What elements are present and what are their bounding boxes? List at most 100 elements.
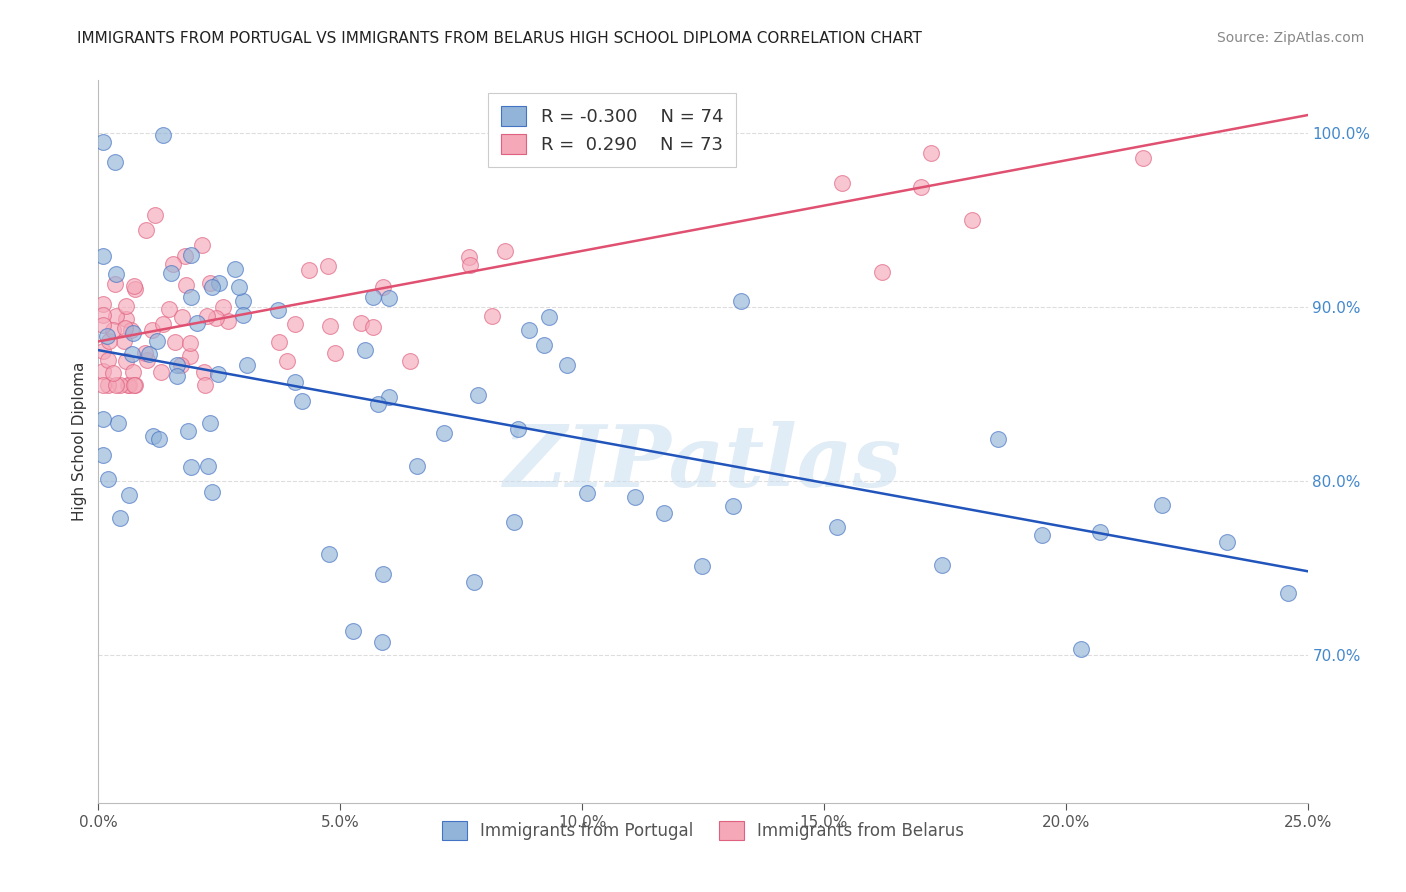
Point xyxy=(517,323,540,337)
Point xyxy=(201,280,224,294)
Point xyxy=(205,311,228,326)
Point xyxy=(91,308,114,322)
Point xyxy=(104,155,127,169)
Point xyxy=(721,500,744,514)
Point xyxy=(298,263,321,277)
Point xyxy=(537,310,560,324)
Point xyxy=(91,364,114,378)
Point xyxy=(467,388,489,402)
Y-axis label: High School Diploma: High School Diploma xyxy=(72,362,87,521)
Point xyxy=(105,267,128,281)
Point xyxy=(114,321,136,335)
Point xyxy=(118,378,141,392)
Point xyxy=(198,276,221,290)
Point xyxy=(931,558,953,573)
Point xyxy=(124,378,146,392)
Point xyxy=(217,314,239,328)
Point xyxy=(342,624,364,639)
Point xyxy=(508,422,530,436)
Point xyxy=(121,347,143,361)
Point xyxy=(91,412,114,426)
Point xyxy=(143,208,166,222)
Point xyxy=(276,354,298,368)
Point xyxy=(350,316,373,330)
Point xyxy=(124,282,146,296)
Point xyxy=(110,378,132,392)
Point xyxy=(319,319,342,334)
Point xyxy=(180,290,202,304)
Point xyxy=(236,358,259,372)
Point xyxy=(193,365,215,379)
Point xyxy=(831,177,853,191)
Point xyxy=(212,300,235,314)
Point xyxy=(146,334,169,348)
Point xyxy=(463,574,485,589)
Point xyxy=(371,566,394,581)
Point xyxy=(179,335,201,350)
Text: Source: ZipAtlas.com: Source: ZipAtlas.com xyxy=(1216,31,1364,45)
Point xyxy=(97,472,120,486)
Point xyxy=(1215,535,1237,549)
Point xyxy=(353,343,375,358)
Point xyxy=(197,459,219,474)
Point xyxy=(107,416,129,430)
Point xyxy=(232,308,254,322)
Point xyxy=(101,366,124,380)
Point xyxy=(208,276,231,290)
Point xyxy=(122,279,145,293)
Point xyxy=(481,309,503,323)
Point xyxy=(224,262,246,277)
Point xyxy=(97,353,120,368)
Point xyxy=(138,347,160,361)
Point xyxy=(104,277,127,291)
Point xyxy=(370,635,392,649)
Point xyxy=(458,258,481,272)
Point xyxy=(361,290,384,304)
Point xyxy=(157,301,180,316)
Point xyxy=(97,378,120,392)
Point xyxy=(1277,586,1299,600)
Point xyxy=(91,318,114,332)
Point xyxy=(575,486,598,500)
Point xyxy=(160,266,183,280)
Point xyxy=(105,378,128,392)
Point xyxy=(134,346,156,360)
Point xyxy=(135,223,157,237)
Point xyxy=(533,338,555,352)
Point xyxy=(494,244,516,259)
Point xyxy=(91,448,114,462)
Legend: Immigrants from Portugal, Immigrants from Belarus: Immigrants from Portugal, Immigrants fro… xyxy=(433,813,973,848)
Point xyxy=(624,490,647,504)
Point xyxy=(120,323,142,337)
Point xyxy=(114,312,136,326)
Point xyxy=(194,378,217,392)
Point xyxy=(122,365,145,379)
Point xyxy=(152,128,174,143)
Point xyxy=(150,365,173,379)
Point xyxy=(323,345,346,359)
Point xyxy=(1090,525,1112,540)
Point xyxy=(117,378,139,392)
Point xyxy=(361,319,384,334)
Point xyxy=(91,378,114,392)
Text: IMMIGRANTS FROM PORTUGAL VS IMMIGRANTS FROM BELARUS HIGH SCHOOL DIPLOMA CORRELAT: IMMIGRANTS FROM PORTUGAL VS IMMIGRANTS F… xyxy=(77,31,922,46)
Point xyxy=(555,358,578,372)
Point xyxy=(170,359,193,373)
Point xyxy=(870,265,893,279)
Point xyxy=(398,354,420,368)
Point xyxy=(228,279,250,293)
Point xyxy=(180,459,202,474)
Point xyxy=(101,322,124,336)
Point xyxy=(269,334,291,349)
Point xyxy=(200,416,222,430)
Point xyxy=(162,257,184,271)
Point xyxy=(291,393,314,408)
Point xyxy=(457,251,479,265)
Point xyxy=(284,318,307,332)
Text: ZIPatlas: ZIPatlas xyxy=(503,421,903,505)
Point xyxy=(987,432,1010,446)
Point xyxy=(652,507,675,521)
Point xyxy=(91,135,114,149)
Point xyxy=(180,247,202,261)
Point xyxy=(166,369,188,384)
